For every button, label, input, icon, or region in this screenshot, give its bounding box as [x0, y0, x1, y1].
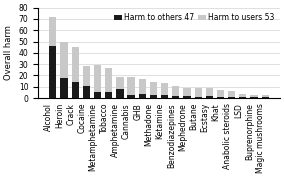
Bar: [217, 97, 224, 98]
Bar: [172, 96, 179, 98]
Y-axis label: Overall harm: Overall harm: [4, 25, 13, 80]
Bar: [116, 89, 124, 98]
Bar: [128, 77, 135, 95]
Bar: [72, 82, 79, 98]
Bar: [139, 79, 146, 94]
Bar: [105, 68, 112, 92]
Bar: [150, 95, 157, 98]
Bar: [183, 88, 191, 96]
Bar: [228, 91, 235, 97]
Bar: [94, 65, 101, 92]
Bar: [250, 97, 258, 98]
Bar: [172, 86, 179, 96]
Bar: [206, 88, 213, 96]
Bar: [262, 95, 269, 97]
Legend: Harm to others 47, Harm to users 53: Harm to others 47, Harm to users 53: [113, 12, 276, 24]
Bar: [128, 95, 135, 98]
Bar: [183, 96, 191, 98]
Bar: [195, 88, 202, 97]
Bar: [195, 97, 202, 98]
Bar: [60, 78, 68, 98]
Bar: [150, 82, 157, 95]
Bar: [206, 96, 213, 98]
Bar: [217, 90, 224, 97]
Bar: [83, 86, 90, 98]
Bar: [239, 97, 247, 98]
Bar: [116, 77, 124, 89]
Bar: [83, 66, 90, 86]
Bar: [239, 94, 247, 97]
Bar: [250, 95, 258, 97]
Bar: [161, 83, 168, 95]
Bar: [60, 42, 68, 78]
Bar: [139, 94, 146, 98]
Bar: [49, 46, 57, 98]
Bar: [49, 17, 57, 46]
Bar: [161, 95, 168, 98]
Bar: [228, 97, 235, 98]
Bar: [105, 92, 112, 98]
Bar: [262, 97, 269, 98]
Bar: [72, 47, 79, 82]
Bar: [94, 92, 101, 98]
